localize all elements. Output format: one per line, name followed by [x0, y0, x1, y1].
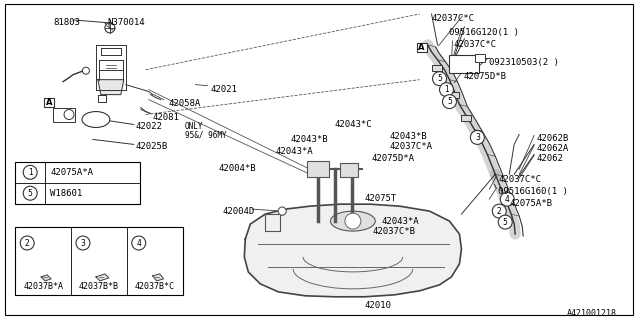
Text: 5: 5	[503, 218, 508, 227]
Text: 5: 5	[28, 189, 33, 198]
Text: 42010: 42010	[365, 301, 392, 310]
Text: N370014: N370014	[108, 18, 145, 27]
Bar	[431, 65, 442, 71]
Bar	[307, 161, 329, 177]
Text: 42004D: 42004D	[222, 207, 255, 216]
Polygon shape	[244, 204, 461, 297]
Text: 2: 2	[25, 238, 29, 247]
Circle shape	[345, 213, 361, 229]
Circle shape	[132, 236, 146, 250]
Circle shape	[440, 83, 454, 97]
Text: 42058A: 42058A	[168, 99, 201, 108]
Text: 09516G160(1 ): 09516G160(1 )	[499, 187, 568, 196]
Circle shape	[500, 192, 514, 206]
Circle shape	[76, 236, 90, 250]
Text: 42037B*C: 42037B*C	[134, 282, 175, 291]
Text: 42081: 42081	[153, 113, 180, 122]
Bar	[461, 115, 472, 121]
Text: 42037C*C: 42037C*C	[431, 14, 474, 23]
Text: 42037C*C: 42037C*C	[499, 175, 541, 184]
Text: 42062A: 42062A	[536, 144, 568, 153]
Circle shape	[442, 95, 456, 108]
Text: 42075D*B: 42075D*B	[463, 72, 506, 81]
Bar	[417, 43, 427, 52]
Text: 42022: 42022	[136, 122, 163, 131]
Circle shape	[433, 72, 447, 86]
Text: 42043*A: 42043*A	[275, 148, 313, 156]
Text: 42037C*A: 42037C*A	[390, 142, 433, 151]
Circle shape	[470, 131, 484, 144]
Bar	[476, 54, 485, 62]
Circle shape	[105, 23, 115, 33]
Text: 092310503(2 ): 092310503(2 )	[490, 58, 559, 67]
Text: 42043*C: 42043*C	[335, 119, 372, 129]
Circle shape	[23, 186, 37, 200]
Polygon shape	[96, 274, 109, 281]
Text: 2: 2	[497, 207, 502, 216]
Bar	[44, 98, 54, 107]
Text: 42043*B: 42043*B	[390, 132, 428, 141]
Text: A: A	[46, 98, 52, 107]
Circle shape	[64, 109, 74, 119]
Text: 42037B*A: 42037B*A	[23, 282, 63, 291]
Bar	[15, 162, 140, 204]
Circle shape	[278, 207, 286, 215]
Polygon shape	[98, 80, 124, 95]
Polygon shape	[41, 275, 51, 281]
Circle shape	[492, 204, 506, 218]
Ellipse shape	[82, 112, 110, 127]
Text: 42075D*A: 42075D*A	[372, 154, 415, 164]
Text: 42037B*B: 42037B*B	[79, 282, 119, 291]
Circle shape	[499, 215, 512, 229]
Text: 1: 1	[444, 85, 449, 94]
Ellipse shape	[330, 211, 375, 231]
Circle shape	[278, 207, 286, 215]
Text: 4: 4	[505, 195, 509, 204]
Text: 42075A*B: 42075A*B	[509, 199, 552, 208]
Text: A421001218: A421001218	[567, 309, 617, 318]
Bar	[15, 227, 182, 295]
Text: A: A	[419, 43, 425, 52]
Text: 42062: 42062	[536, 154, 563, 164]
Circle shape	[20, 236, 34, 250]
Text: 09516G120(1 ): 09516G120(1 )	[449, 28, 519, 37]
Text: 42037C*C: 42037C*C	[454, 40, 497, 49]
Text: 42075T: 42075T	[365, 194, 397, 203]
Text: 42025B: 42025B	[136, 142, 168, 151]
Bar	[449, 92, 460, 98]
Text: 42004*B: 42004*B	[218, 164, 256, 173]
Text: 42037C*B: 42037C*B	[372, 227, 416, 236]
Text: 1: 1	[28, 168, 33, 177]
Circle shape	[23, 165, 37, 179]
Bar	[340, 163, 358, 177]
Text: 42062B: 42062B	[536, 134, 568, 143]
Text: 42075A*A: 42075A*A	[50, 168, 93, 177]
Text: 3: 3	[81, 238, 85, 247]
Text: 81803: 81803	[53, 18, 80, 27]
Text: 42043*B: 42043*B	[290, 135, 328, 144]
Bar	[53, 108, 75, 122]
Text: ONLY: ONLY	[184, 122, 203, 131]
Text: 5: 5	[437, 74, 442, 83]
Text: 42021: 42021	[211, 85, 237, 94]
Bar	[449, 55, 479, 73]
Text: 5: 5	[447, 97, 452, 106]
Polygon shape	[153, 274, 164, 281]
Text: 42043*A: 42043*A	[381, 217, 419, 226]
Text: 95&/ 96MY: 95&/ 96MY	[184, 131, 226, 140]
Text: 4: 4	[136, 238, 141, 247]
Text: 3: 3	[475, 133, 480, 142]
Circle shape	[83, 67, 90, 74]
Text: W18601: W18601	[50, 189, 83, 198]
